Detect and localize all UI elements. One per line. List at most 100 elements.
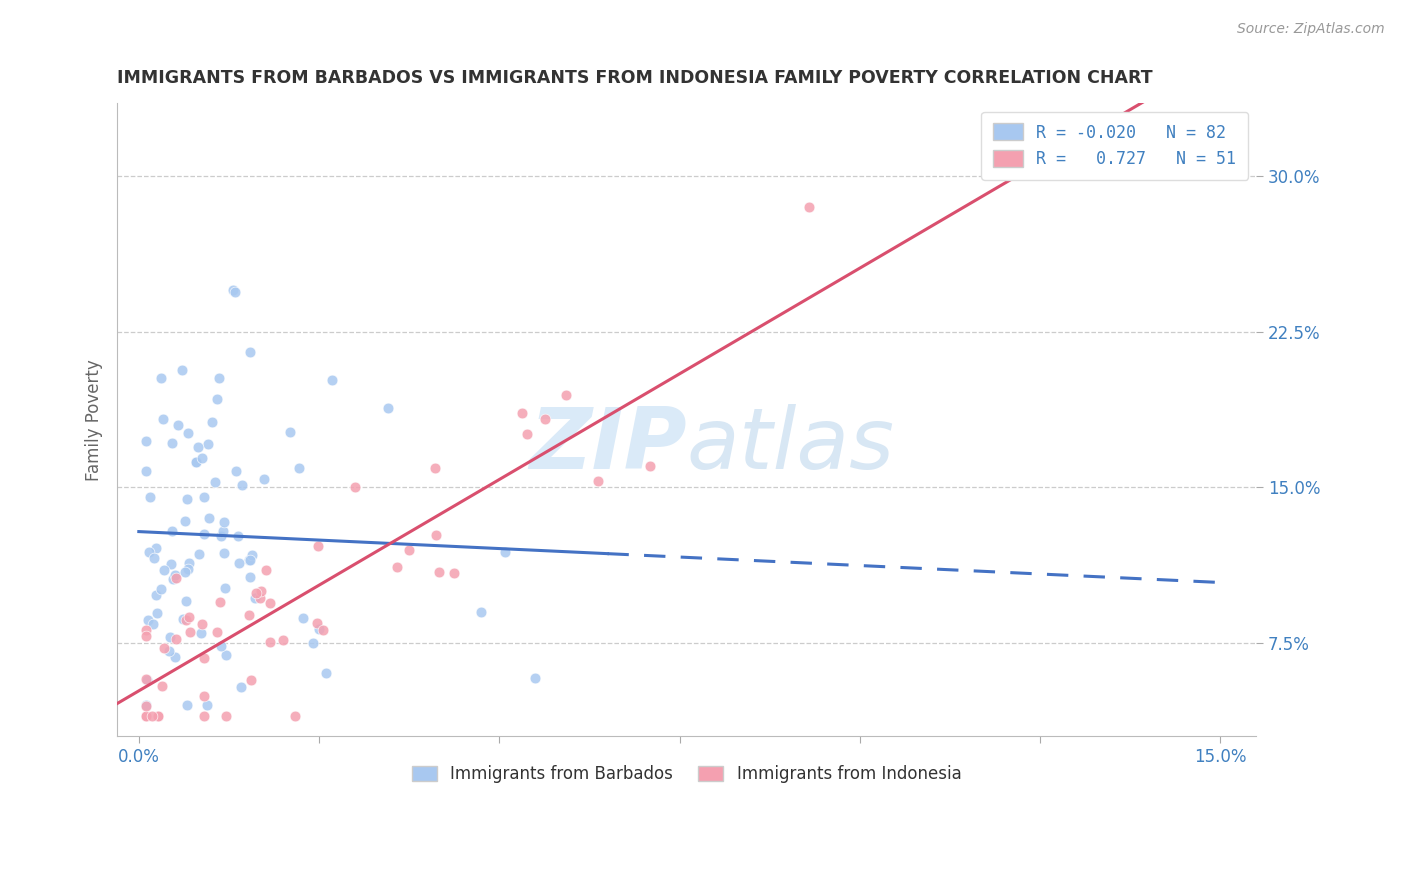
Point [179,624,201,639]
Text: ZIP: ZIP [529,404,686,487]
Point [271,632,294,647]
Point [249,591,271,606]
Point [193,708,215,723]
Point [190,626,212,640]
Point [165,632,187,646]
Point [204,475,226,489]
Point [315,665,337,680]
Point [174,514,197,528]
Point [215,648,238,662]
Point [307,539,329,553]
Y-axis label: Family Poverty: Family Poverty [86,359,103,481]
Point [398,543,420,558]
Text: Source: ZipAtlas.com: Source: ZipAtlas.com [1237,22,1385,37]
Point [176,698,198,713]
Point [135,698,157,713]
Point [135,629,157,643]
Point [142,550,165,565]
Point [150,371,173,385]
Point [224,285,246,299]
Point [205,625,228,640]
Point [231,478,253,492]
Point [533,412,555,426]
Point [308,623,330,637]
Point [187,440,209,454]
Point [135,708,157,723]
Point [177,425,200,440]
Point [239,673,262,687]
Point [201,415,224,429]
Point [165,568,187,582]
Point [177,610,200,624]
Point [157,643,180,657]
Point [141,708,163,723]
Point [385,560,408,574]
Point [228,557,250,571]
Point [212,516,235,530]
Point [239,569,262,583]
Point [176,491,198,506]
Point [135,708,157,723]
Point [524,671,547,685]
Point [226,528,249,542]
Point [193,491,215,505]
Point [160,558,183,572]
Point [212,546,235,560]
Point [166,417,188,432]
Point [221,283,243,297]
Point [250,583,273,598]
Point [191,451,214,466]
Point [195,698,218,713]
Point [176,594,198,608]
Point [321,373,343,387]
Point [238,553,260,567]
Point [146,606,169,620]
Point [215,708,238,723]
Point [209,528,232,542]
Point [307,615,329,630]
Point [259,596,281,610]
Point [510,406,533,420]
Point [470,606,492,620]
Point [287,461,309,475]
Point [225,464,247,478]
Point [165,650,187,665]
Point [174,566,197,580]
Point [443,566,465,580]
Point [240,548,263,562]
Point [205,392,228,407]
Point [554,387,576,401]
Point [252,472,274,486]
Point [193,527,215,541]
Point [229,680,252,694]
Point [176,561,198,575]
Point [188,548,211,562]
Point [638,459,661,474]
Point [208,594,231,608]
Point [1050,159,1073,173]
Point [291,610,314,624]
Point [138,544,160,558]
Point [170,363,193,377]
Point [198,510,221,524]
Point [259,634,281,648]
Point [197,437,219,451]
Point [243,591,266,606]
Point [135,464,157,478]
Point [145,588,167,602]
Point [177,556,200,570]
Point [150,582,173,597]
Point [284,708,307,723]
Point [135,672,157,686]
Point [184,455,207,469]
Point [377,401,399,416]
Point [191,617,214,632]
Point [142,616,165,631]
Point [423,461,446,475]
Point [135,434,157,449]
Point [245,586,267,600]
Point [516,427,538,442]
Text: atlas: atlas [686,404,894,487]
Point [176,613,198,627]
Point [160,524,183,539]
